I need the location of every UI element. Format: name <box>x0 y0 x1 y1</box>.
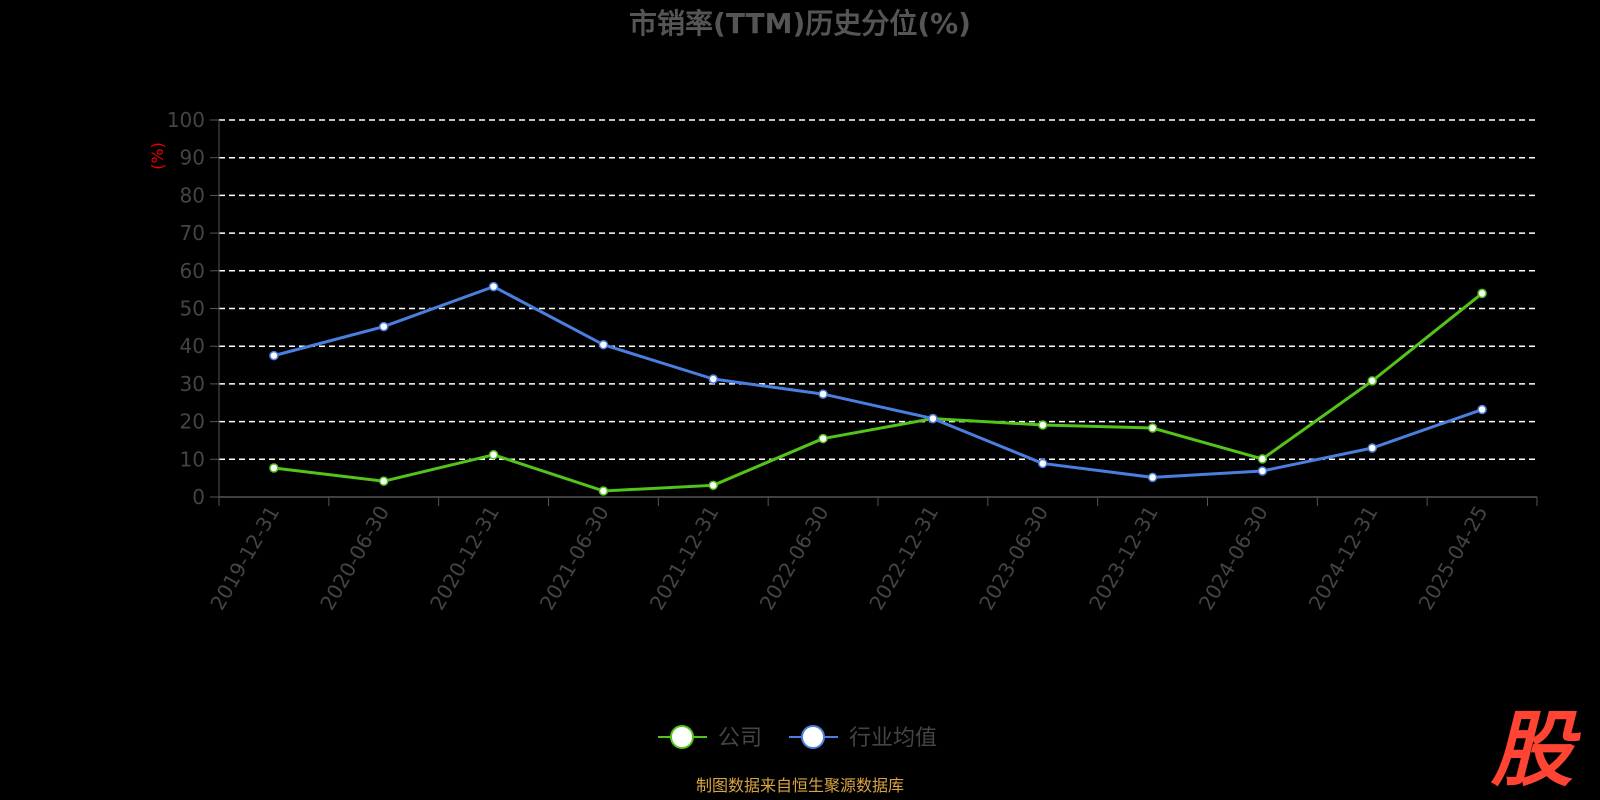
data-point <box>708 374 718 384</box>
x-tick-label: 2022-12-31 <box>864 502 943 615</box>
legend-label: 行业均值 <box>849 726 937 751</box>
legend: 公司 行业均值 <box>658 725 937 751</box>
y-tick-label: 100 <box>167 108 205 132</box>
x-tick-label: 2021-12-31 <box>645 502 724 615</box>
data-point <box>1477 288 1487 299</box>
series-lines <box>269 281 1487 496</box>
y-tick-label: 50 <box>180 297 205 321</box>
data-point <box>818 389 828 399</box>
data-point <box>269 463 279 473</box>
data-point <box>1038 458 1048 469</box>
data-point <box>928 413 938 424</box>
axes: 0 10 20 30 40 50 60 70 80 90 100 2019-12-31 2020-06-… <box>167 108 1538 615</box>
y-tick-label: 90 <box>180 146 205 170</box>
data-point <box>1477 404 1487 415</box>
data-point <box>1147 423 1158 433</box>
y-tick-label: 70 <box>180 221 205 245</box>
data-point <box>379 321 389 332</box>
y-tick-label: 60 <box>180 259 205 283</box>
data-source-note: 制图数据来自恒生聚源数据库 <box>696 776 904 795</box>
legend-label: 公司 <box>718 726 762 751</box>
y-tick-label: 40 <box>180 334 205 358</box>
x-tick-label: 2020-06-30 <box>315 502 394 615</box>
x-tick-label: 2021-06-30 <box>535 502 614 615</box>
x-tick-label: 2022-06-30 <box>755 502 834 615</box>
data-point <box>1367 443 1377 453</box>
x-tick-label: 2024-06-30 <box>1194 502 1273 615</box>
data-point <box>488 281 499 292</box>
data-point <box>598 486 609 496</box>
data-point <box>1367 376 1377 386</box>
data-point <box>1257 454 1268 464</box>
data-point <box>1147 472 1158 483</box>
y-tick-label: 0 <box>192 485 205 509</box>
data-point <box>488 450 499 460</box>
legend-marker <box>801 725 825 749</box>
series-line-0 <box>273 292 1484 493</box>
chart-title: 市销率(TTM)历史分位(%) <box>629 7 971 40</box>
y-tick-label: 30 <box>180 372 205 396</box>
x-tick-label: 2023-06-30 <box>974 502 1053 615</box>
x-tick-label: 2019-12-31 <box>205 502 284 615</box>
y-tick-label: 80 <box>180 183 205 207</box>
data-point <box>1038 420 1048 430</box>
data-point <box>269 350 279 361</box>
brand-logo: 股 <box>1490 703 1581 798</box>
series-line-1 <box>273 285 1483 479</box>
y-axis-unit: (%) <box>148 142 167 170</box>
y-tick-label: 10 <box>180 447 205 471</box>
x-tick-label: 2023-12-31 <box>1084 502 1163 615</box>
x-tick-label: 2020-12-31 <box>425 502 504 615</box>
x-tick-label: 2024-12-31 <box>1304 502 1383 615</box>
data-point <box>598 339 609 350</box>
data-point <box>708 480 718 491</box>
legend-marker <box>670 725 694 749</box>
data-point <box>379 476 389 486</box>
grid <box>219 119 1537 461</box>
data-point <box>1257 466 1268 476</box>
data-point <box>818 433 828 444</box>
x-tick-label: 2025-04-25 <box>1414 502 1493 615</box>
y-tick-label: 20 <box>180 410 205 434</box>
